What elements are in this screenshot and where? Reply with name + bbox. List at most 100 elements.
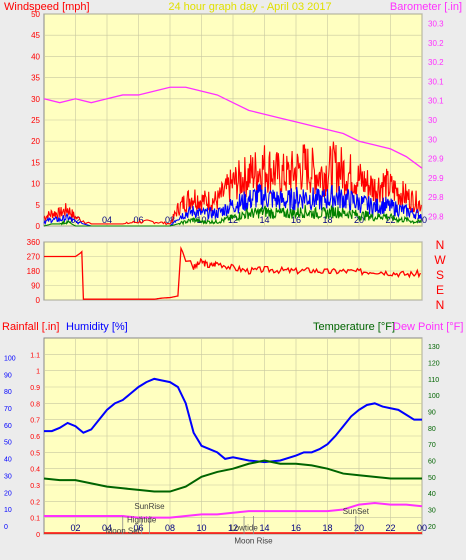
humidity-tick-label: 60 — [4, 423, 12, 430]
event-label: SunRise — [134, 502, 165, 511]
dewpoint-line — [44, 501, 423, 519]
y2-tick-label: 30.1 — [428, 77, 444, 86]
y-tick-label: 0.3 — [30, 483, 40, 490]
barometer-line — [43, 86, 423, 169]
y-tick-label: 1 — [36, 369, 40, 376]
x-tick-label: 00 — [417, 523, 427, 533]
y-tick-label: 270 — [27, 253, 41, 262]
x-tick-label: 08 — [165, 215, 175, 225]
y2-tick-label: 30.2 — [428, 58, 444, 67]
x-tick-label: 22 — [385, 215, 395, 225]
y-tick-label: 0.5 — [30, 450, 40, 457]
humidity-tick-label: 10 — [4, 507, 12, 514]
compass-n-top: N — [436, 238, 445, 252]
y-tick-label: 0 — [36, 532, 40, 539]
y2-tick-label: 80 — [428, 426, 436, 433]
y2-tick-label: 60 — [428, 459, 436, 466]
y2-tick-label: 30.2 — [428, 39, 444, 48]
y-tick-label: 10 — [31, 180, 40, 189]
y2-tick-label: 30 — [428, 135, 437, 144]
y2-tick-label: 29.8 — [428, 212, 444, 221]
y-tick-label: 0.9 — [30, 385, 40, 392]
y2-tick-label: 30 — [428, 116, 437, 125]
temperature-axis-label: Temperature [°F] — [313, 321, 395, 333]
wind-direction-line — [44, 245, 421, 300]
y2-tick-label: 20 — [428, 524, 436, 531]
humidity-tick-label: 80 — [4, 389, 12, 396]
y2-tick-label: 70 — [428, 442, 436, 449]
compass-w: W — [434, 253, 446, 267]
humidity-tick-label: 90 — [4, 372, 12, 379]
temperature-line — [43, 459, 422, 493]
x-tick-label: 08 — [165, 523, 175, 533]
dewpoint-axis-label: Dew Point [°F] — [393, 321, 463, 333]
y2-tick-label: 29.8 — [428, 193, 444, 202]
x-tick-label: 18 — [322, 523, 332, 533]
y2-tick-label: 40 — [428, 491, 436, 498]
y-tick-label: 5 — [36, 201, 41, 210]
compass-s: S — [436, 268, 444, 282]
y-tick-label: 15 — [31, 158, 40, 167]
y2-tick-label: 30.3 — [428, 20, 444, 29]
x-tick-label: 12 — [228, 523, 238, 533]
x-tick-label: 04 — [102, 215, 112, 225]
x-tick-label: 14 — [259, 215, 269, 225]
humidity-tick-label: 40 — [4, 457, 12, 464]
x-tick-label: 06 — [133, 215, 143, 225]
y2-tick-label: 110 — [428, 377, 439, 384]
humidity-tick-label: 20 — [4, 490, 12, 497]
humidity-line — [44, 377, 422, 464]
y-tick-label: 50 — [31, 10, 40, 19]
y-tick-label: 30 — [31, 95, 40, 104]
y-tick-label: 0.7 — [30, 418, 40, 425]
compass-n-bottom: N — [436, 298, 445, 312]
x-tick-label: 12 — [228, 215, 238, 225]
y-tick-label: 0.6 — [30, 434, 40, 441]
y-tick-label: 45 — [31, 31, 40, 40]
event-label: Lowtide — [230, 523, 258, 532]
y-tick-label: 0.8 — [30, 401, 40, 408]
wind-series-line — [43, 204, 422, 227]
x-tick-label: 06 — [133, 523, 143, 533]
y2-tick-label: 120 — [428, 361, 440, 368]
y2-tick-label: 50 — [428, 475, 436, 482]
y-tick-label: 0 — [36, 296, 41, 305]
y-tick-label: 360 — [27, 238, 41, 247]
humidity-axis-label: Humidity [%] — [66, 321, 128, 333]
y-tick-label: 35 — [31, 74, 40, 83]
x-tick-label: 10 — [196, 523, 206, 533]
y2-tick-label: 29.9 — [428, 155, 444, 164]
x-tick-label: 20 — [354, 523, 364, 533]
y-tick-label: 0.4 — [30, 467, 40, 474]
y2-tick-label: 30.1 — [428, 97, 444, 106]
humidity-tick-label: 100 — [4, 355, 16, 362]
x-tick-label: 04 — [102, 523, 112, 533]
y-tick-label: 0.1 — [30, 516, 40, 523]
event-label: Moon Set — [106, 527, 141, 536]
humidity-tick-label: 0 — [4, 524, 8, 531]
windspeed-axis-label: Windspeed [mph] — [4, 1, 90, 13]
y2-tick-label: 130 — [428, 344, 440, 351]
event-label: Hightide — [127, 515, 157, 524]
x-tick-label: 16 — [291, 215, 301, 225]
y2-tick-label: 90 — [428, 410, 436, 417]
x-tick-label: 02 — [70, 523, 80, 533]
event-label: Moon Rise — [234, 537, 273, 546]
humidity-tick-label: 70 — [4, 406, 12, 413]
rainfall-axis-label: Rainfall [.in] — [2, 321, 59, 333]
x-tick-label: 00 — [417, 215, 427, 225]
x-tick-label: 22 — [385, 523, 395, 533]
wind-series-line — [43, 141, 422, 226]
y-tick-label: 1.1 — [30, 352, 40, 359]
y2-tick-label: 30 — [428, 508, 436, 515]
humidity-tick-label: 50 — [4, 440, 12, 447]
event-label: SunSet — [343, 507, 370, 516]
x-tick-label: 18 — [322, 215, 332, 225]
x-tick-label: 02 — [70, 215, 80, 225]
chart-title: 24 hour graph day - April 03 2017 — [168, 1, 331, 13]
y2-tick-label: 100 — [428, 393, 440, 400]
x-tick-label: 10 — [196, 215, 206, 225]
y-tick-label: 90 — [31, 282, 40, 291]
